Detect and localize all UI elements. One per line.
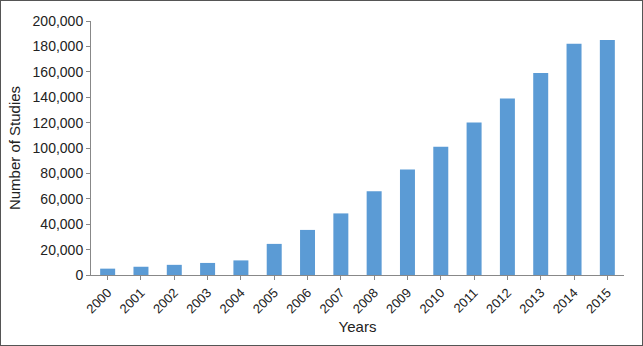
svg-text:Years: Years (339, 318, 377, 335)
svg-text:40,000: 40,000 (40, 216, 83, 232)
svg-text:160,000: 160,000 (33, 64, 84, 80)
svg-text:2003: 2003 (183, 285, 214, 316)
svg-text:2010: 2010 (416, 285, 447, 316)
svg-text:2007: 2007 (317, 285, 348, 316)
svg-text:Number of Studies: Number of Studies (6, 86, 23, 210)
svg-text:80,000: 80,000 (40, 165, 83, 181)
svg-text:200,000: 200,000 (33, 13, 84, 29)
svg-text:2011: 2011 (450, 285, 480, 315)
svg-text:120,000: 120,000 (33, 115, 84, 131)
svg-text:2002: 2002 (150, 285, 181, 316)
svg-text:20,000: 20,000 (40, 242, 83, 258)
svg-text:60,000: 60,000 (40, 191, 83, 207)
svg-text:140,000: 140,000 (33, 89, 84, 105)
svg-text:2001: 2001 (117, 285, 148, 316)
svg-text:100,000: 100,000 (33, 140, 84, 156)
svg-text:2005: 2005 (250, 285, 281, 316)
svg-text:2012: 2012 (483, 285, 514, 316)
svg-text:0: 0 (75, 267, 83, 283)
svg-text:2004: 2004 (217, 285, 248, 316)
svg-text:180,000: 180,000 (33, 38, 84, 54)
svg-text:2008: 2008 (350, 285, 381, 316)
svg-text:2000: 2000 (83, 285, 114, 316)
svg-text:2009: 2009 (383, 285, 414, 316)
svg-text:2015: 2015 (583, 285, 614, 316)
svg-text:2014: 2014 (550, 285, 581, 316)
svg-text:2013: 2013 (516, 285, 547, 316)
svg-text:2006: 2006 (283, 285, 314, 316)
